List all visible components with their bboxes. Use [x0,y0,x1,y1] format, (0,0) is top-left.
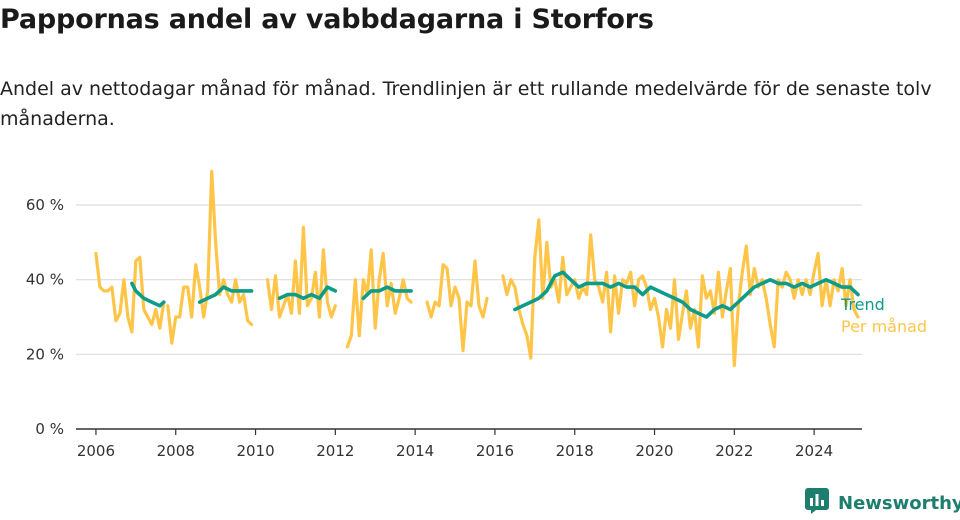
y-tick-label: 0 % [35,420,64,438]
x-tick-label: 2006 [77,442,115,460]
x-tick-label: 2010 [236,442,274,460]
trend-line-segment [513,270,860,319]
y-tick-label: 60 % [26,196,64,214]
per-month-line-segment [345,248,413,349]
trend-line-segment [197,285,254,304]
trend-line-segment [361,285,413,301]
x-tick-label: 2018 [556,442,594,460]
per-month-line-segment [265,225,337,319]
x-tick-label: 2016 [476,442,514,460]
series-lines [94,169,860,368]
brand-name: Newsworthy [838,492,960,514]
x-tick-label: 2022 [715,442,753,460]
legend-label-per-month: Per månad [841,317,927,336]
y-tick-label: 20 % [26,345,64,363]
axes: 0 % 20 % 40 % 60 % 2006 2008 2010 2012 2014 2016 2… [26,196,862,460]
legend-label-trend: Trend [840,295,885,314]
chart-title: Pappornas andel av vabbdagarna i Storfor… [0,4,654,35]
per-month-line-segment [425,259,489,353]
x-tick-label: 2024 [795,442,833,460]
x-tick-label: 2014 [396,442,434,460]
y-tick-label: 40 % [26,271,64,289]
per-month-line-segment [501,218,860,368]
trend-line-segment [130,281,166,308]
per-month-line-segment [94,251,166,334]
per-month-line-segment [166,169,254,345]
newsworthy-logo: Newsworthy [804,487,960,519]
x-tick-label: 2020 [635,442,673,460]
bar-chart-speech-bubble-icon [804,487,832,519]
x-tick-label: 2008 [157,442,195,460]
chart-subtitle: Andel av nettodagar månad för månad. Tre… [0,78,932,130]
trend-line-segment [277,285,338,301]
x-tick-label: 2012 [316,442,354,460]
legend: Trend Per månad [840,295,927,336]
